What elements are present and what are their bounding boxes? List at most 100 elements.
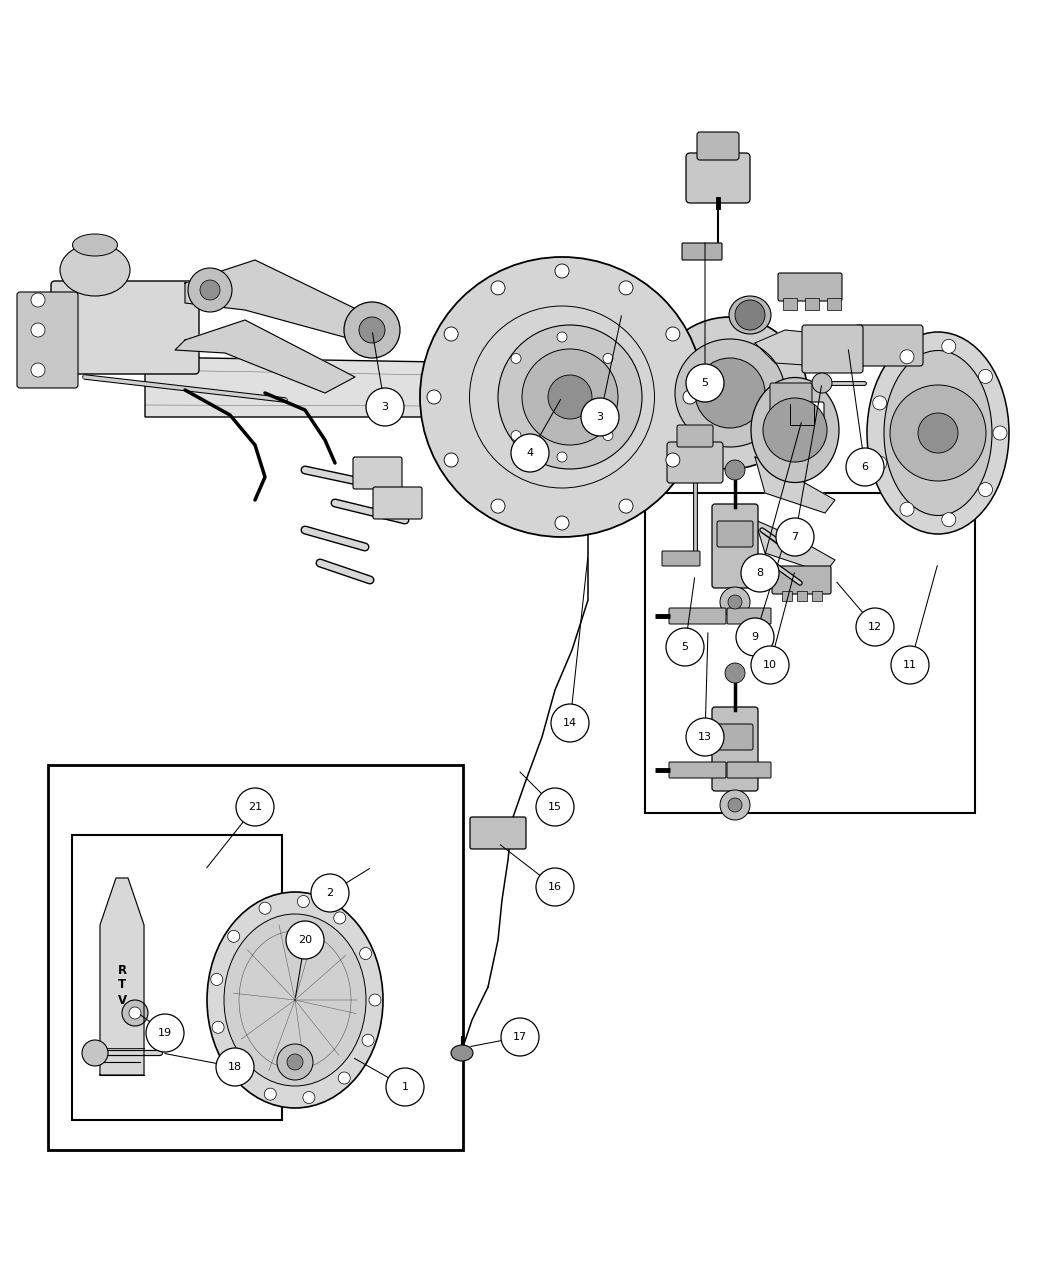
Polygon shape xyxy=(175,320,355,393)
Circle shape xyxy=(620,499,633,513)
FancyBboxPatch shape xyxy=(662,551,700,566)
Circle shape xyxy=(216,1048,254,1086)
Circle shape xyxy=(548,375,592,419)
Polygon shape xyxy=(755,456,835,513)
Circle shape xyxy=(536,788,574,826)
Circle shape xyxy=(212,1021,224,1033)
Text: 7: 7 xyxy=(792,532,799,542)
Circle shape xyxy=(444,453,458,467)
Text: 10: 10 xyxy=(763,660,777,669)
Circle shape xyxy=(362,1034,374,1047)
Circle shape xyxy=(551,704,589,742)
Circle shape xyxy=(555,264,569,278)
Circle shape xyxy=(491,499,505,513)
Text: 15: 15 xyxy=(548,802,562,812)
FancyBboxPatch shape xyxy=(780,402,824,444)
Text: 17: 17 xyxy=(513,1031,527,1042)
Text: 3: 3 xyxy=(381,402,388,412)
Circle shape xyxy=(556,453,567,462)
Circle shape xyxy=(359,317,385,343)
Circle shape xyxy=(302,1091,315,1103)
Circle shape xyxy=(236,788,274,826)
Circle shape xyxy=(666,453,679,467)
Circle shape xyxy=(366,388,404,426)
Circle shape xyxy=(32,293,45,307)
Circle shape xyxy=(942,513,956,527)
FancyBboxPatch shape xyxy=(686,153,750,203)
Circle shape xyxy=(82,1040,108,1066)
Circle shape xyxy=(277,1044,313,1080)
Circle shape xyxy=(511,431,521,441)
Circle shape xyxy=(427,390,441,404)
Circle shape xyxy=(265,1088,276,1100)
Text: 5: 5 xyxy=(701,377,709,388)
FancyBboxPatch shape xyxy=(470,817,526,849)
FancyBboxPatch shape xyxy=(805,298,819,310)
FancyBboxPatch shape xyxy=(727,762,771,778)
Circle shape xyxy=(682,390,697,404)
FancyBboxPatch shape xyxy=(712,504,758,588)
Circle shape xyxy=(720,790,750,820)
Text: 5: 5 xyxy=(681,643,689,652)
Circle shape xyxy=(873,397,887,409)
Text: 18: 18 xyxy=(228,1062,243,1072)
FancyBboxPatch shape xyxy=(353,456,402,490)
Circle shape xyxy=(741,555,779,592)
Circle shape xyxy=(856,608,894,646)
Ellipse shape xyxy=(652,317,807,469)
FancyBboxPatch shape xyxy=(51,280,200,374)
FancyBboxPatch shape xyxy=(783,298,797,310)
Circle shape xyxy=(556,332,567,342)
Circle shape xyxy=(695,358,765,428)
Circle shape xyxy=(498,325,642,469)
Text: 6: 6 xyxy=(861,462,868,472)
Circle shape xyxy=(603,353,613,363)
FancyBboxPatch shape xyxy=(812,592,822,601)
Text: 19: 19 xyxy=(158,1028,172,1038)
Circle shape xyxy=(776,518,814,556)
Ellipse shape xyxy=(224,914,366,1086)
Circle shape xyxy=(890,385,986,481)
Text: 8: 8 xyxy=(756,567,763,578)
Bar xyxy=(72,835,282,1119)
Text: 2: 2 xyxy=(327,887,334,898)
Polygon shape xyxy=(145,357,735,417)
Ellipse shape xyxy=(675,339,785,448)
FancyBboxPatch shape xyxy=(778,273,842,301)
Circle shape xyxy=(259,903,271,914)
Circle shape xyxy=(501,1017,539,1056)
Ellipse shape xyxy=(729,296,771,334)
Circle shape xyxy=(231,1063,244,1075)
Circle shape xyxy=(32,323,45,337)
Circle shape xyxy=(979,482,992,496)
Text: 12: 12 xyxy=(868,622,882,632)
Circle shape xyxy=(200,280,220,300)
Circle shape xyxy=(942,339,956,353)
Polygon shape xyxy=(100,878,144,1075)
Circle shape xyxy=(311,873,349,912)
Text: R
T
V: R T V xyxy=(118,964,127,1006)
Text: 11: 11 xyxy=(903,660,917,669)
Ellipse shape xyxy=(751,377,839,482)
Circle shape xyxy=(344,302,400,358)
Circle shape xyxy=(32,363,45,377)
Circle shape xyxy=(979,370,992,384)
Polygon shape xyxy=(755,400,825,450)
Ellipse shape xyxy=(867,332,1009,534)
Circle shape xyxy=(188,268,232,312)
Text: 21: 21 xyxy=(248,802,262,812)
FancyBboxPatch shape xyxy=(717,724,753,750)
Circle shape xyxy=(386,1068,424,1105)
Bar xyxy=(48,765,463,1150)
Circle shape xyxy=(918,413,958,453)
Text: 14: 14 xyxy=(563,718,578,728)
Text: 4: 4 xyxy=(526,448,533,458)
Circle shape xyxy=(286,921,324,959)
Circle shape xyxy=(555,516,569,530)
FancyBboxPatch shape xyxy=(802,325,863,374)
Text: 13: 13 xyxy=(698,732,712,742)
FancyBboxPatch shape xyxy=(782,592,792,601)
Text: 9: 9 xyxy=(752,632,758,643)
Circle shape xyxy=(603,431,613,441)
Circle shape xyxy=(993,426,1007,440)
